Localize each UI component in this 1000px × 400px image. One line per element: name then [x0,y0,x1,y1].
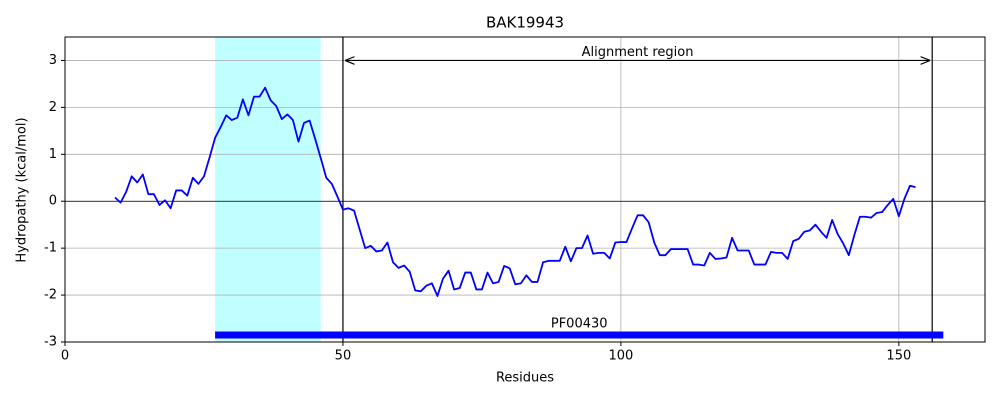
plot-frame [64,36,986,343]
y-tick-label: 0 [49,194,57,209]
y-tick-label: 1 [49,147,57,162]
domain-label: PF00430 [551,316,608,331]
x-tick-label: 150 [886,349,911,364]
y-tick-label: -2 [44,288,57,303]
highlight-span [215,37,321,342]
x-axis-label: Residues [496,371,554,386]
x-tick-label: 0 [61,349,69,364]
x-tick-label: 50 [335,349,352,364]
y-tick-label: -3 [44,335,57,350]
y-tick-label: -1 [44,241,57,256]
hydropathy-line [114,86,916,297]
chart-title: BAK19943 [486,14,564,32]
x-tick-label: 100 [608,349,633,364]
y-axis-label: Hydropathy (kcal/mol) [15,117,30,262]
annotation-label: Alignment region [582,45,694,60]
y-tick-label: 3 [49,53,57,68]
y-tick-label: 2 [49,100,57,115]
